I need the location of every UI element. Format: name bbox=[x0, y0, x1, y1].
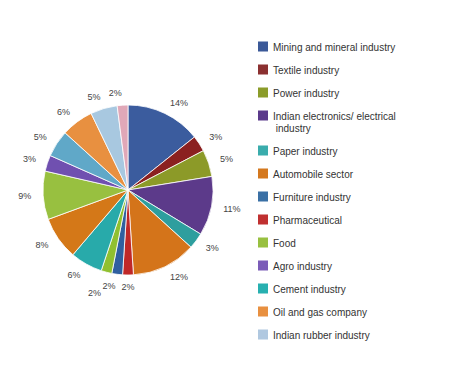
slice bbox=[91, 106, 128, 190]
legend-swatch bbox=[258, 238, 268, 248]
legend-label: Agro industry bbox=[273, 260, 332, 271]
legend-swatch bbox=[258, 88, 268, 98]
data-label: 2% bbox=[121, 282, 134, 292]
data-label: 2% bbox=[109, 88, 122, 98]
data-label: 12% bbox=[170, 272, 188, 282]
legend-swatch bbox=[258, 307, 268, 317]
data-label: 6% bbox=[67, 270, 80, 280]
legend-swatch bbox=[258, 169, 268, 179]
legend-swatch bbox=[258, 42, 268, 52]
legend-label: Oil and gas company bbox=[273, 306, 367, 317]
data-label: 6% bbox=[57, 107, 70, 117]
chart: 14%3%5%11%3%12%2%2%2%6%8%9%3%5%6%5%2%Min… bbox=[0, 0, 474, 381]
data-label: 8% bbox=[35, 240, 48, 250]
data-labels: 14%3%5%11%3%12%2%2%2%6%8%9%3%5%6%5%2% bbox=[18, 88, 240, 297]
legend-label: Power industry bbox=[273, 87, 339, 98]
legend-label: Pharmaceutical bbox=[273, 214, 342, 225]
legend-label: Textile industry bbox=[273, 64, 339, 75]
legend-label: Automobile sector bbox=[273, 168, 354, 179]
legend-swatch bbox=[258, 192, 268, 202]
legend: Mining and mineral industry Textile indus… bbox=[258, 41, 396, 340]
data-label: 3% bbox=[209, 132, 222, 142]
legend-label: Furniture industry bbox=[273, 191, 351, 202]
legend-swatch bbox=[258, 111, 268, 121]
legend-swatch bbox=[258, 330, 268, 340]
legend-label: Indian electronics/ electrical industry bbox=[273, 110, 396, 133]
legend-label: Indian rubber industry bbox=[273, 329, 370, 340]
data-label: 5% bbox=[34, 132, 47, 142]
legend-swatch bbox=[258, 146, 268, 156]
legend-label: Cement industry bbox=[273, 283, 346, 294]
legend-swatch bbox=[258, 65, 268, 75]
data-label: 5% bbox=[220, 154, 233, 164]
legend-label: Food bbox=[273, 237, 296, 248]
legend-swatch bbox=[258, 261, 268, 271]
data-label: 5% bbox=[87, 92, 100, 102]
legend-label: Mining and mineral industry bbox=[273, 41, 395, 52]
data-label: 2% bbox=[88, 288, 101, 298]
slice bbox=[128, 190, 191, 275]
data-label: 3% bbox=[206, 243, 219, 253]
data-label: 2% bbox=[103, 281, 116, 291]
legend-swatch bbox=[258, 215, 268, 225]
legend-swatch bbox=[258, 284, 268, 294]
slices bbox=[43, 105, 213, 275]
data-label: 3% bbox=[23, 154, 36, 164]
data-label: 9% bbox=[18, 191, 31, 201]
slice bbox=[117, 105, 128, 190]
legend-label: Paper industry bbox=[273, 145, 337, 156]
data-label: 11% bbox=[223, 204, 240, 214]
data-label: 14% bbox=[170, 98, 188, 108]
